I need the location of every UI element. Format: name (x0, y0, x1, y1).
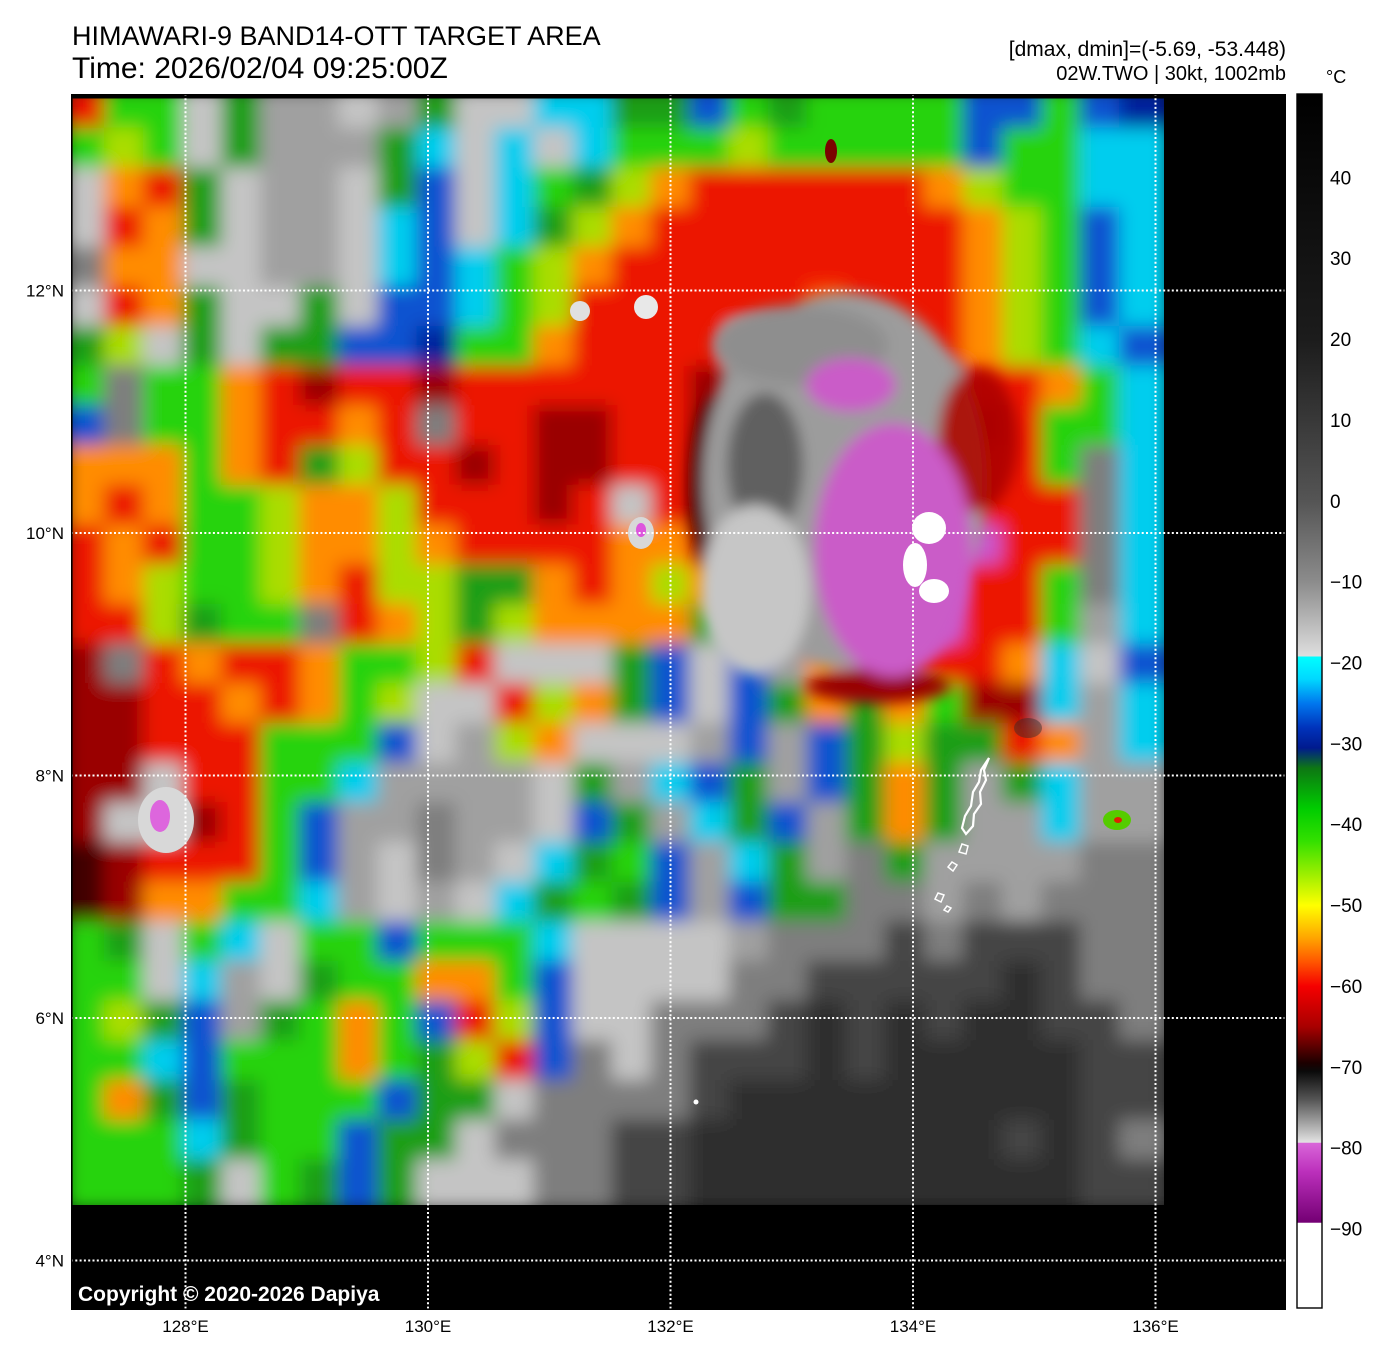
svg-text:−50: −50 (1330, 896, 1362, 917)
svg-text:[dmax, dmin]=(-5.69, -53.448): [dmax, dmin]=(-5.69, -53.448) (1009, 38, 1286, 61)
svg-text:128°E: 128°E (162, 1317, 209, 1336)
svg-text:40: 40 (1330, 168, 1351, 189)
svg-text:8°N: 8°N (35, 767, 64, 786)
svg-text:−80: −80 (1330, 1139, 1362, 1160)
svg-text:HIMAWARI-9 BAND14-OTT TARGET A: HIMAWARI-9 BAND14-OTT TARGET AREA (72, 21, 601, 51)
svg-text:6°N: 6°N (35, 1009, 64, 1028)
svg-text:−70: −70 (1330, 1058, 1362, 1079)
svg-text:−10: −10 (1330, 573, 1362, 594)
svg-text:−90: −90 (1330, 1220, 1362, 1241)
svg-text:Time: 2026/02/04 09:25:00Z: Time: 2026/02/04 09:25:00Z (72, 52, 448, 85)
svg-text:4°N: 4°N (35, 1252, 64, 1271)
svg-text:30: 30 (1330, 249, 1351, 270)
svg-text:−20: −20 (1330, 654, 1362, 675)
svg-text:20: 20 (1330, 330, 1351, 351)
svg-text:132°E: 132°E (647, 1317, 694, 1336)
svg-text:02W.TWO | 30kt, 1002mb: 02W.TWO | 30kt, 1002mb (1056, 63, 1286, 85)
svg-text:10: 10 (1330, 411, 1351, 432)
svg-text:134°E: 134°E (890, 1317, 937, 1336)
svg-text:−60: −60 (1330, 977, 1362, 998)
svg-text:°C: °C (1326, 67, 1346, 87)
svg-text:12°N: 12°N (26, 282, 64, 301)
svg-text:−30: −30 (1330, 734, 1362, 755)
svg-text:130°E: 130°E (405, 1317, 452, 1336)
svg-text:0: 0 (1330, 492, 1341, 513)
svg-text:10°N: 10°N (26, 524, 64, 543)
svg-text:−40: −40 (1330, 815, 1362, 836)
svg-text:136°E: 136°E (1132, 1317, 1179, 1336)
svg-text:Copyright © 2020-2026 Dapiya: Copyright © 2020-2026 Dapiya (78, 1283, 380, 1306)
